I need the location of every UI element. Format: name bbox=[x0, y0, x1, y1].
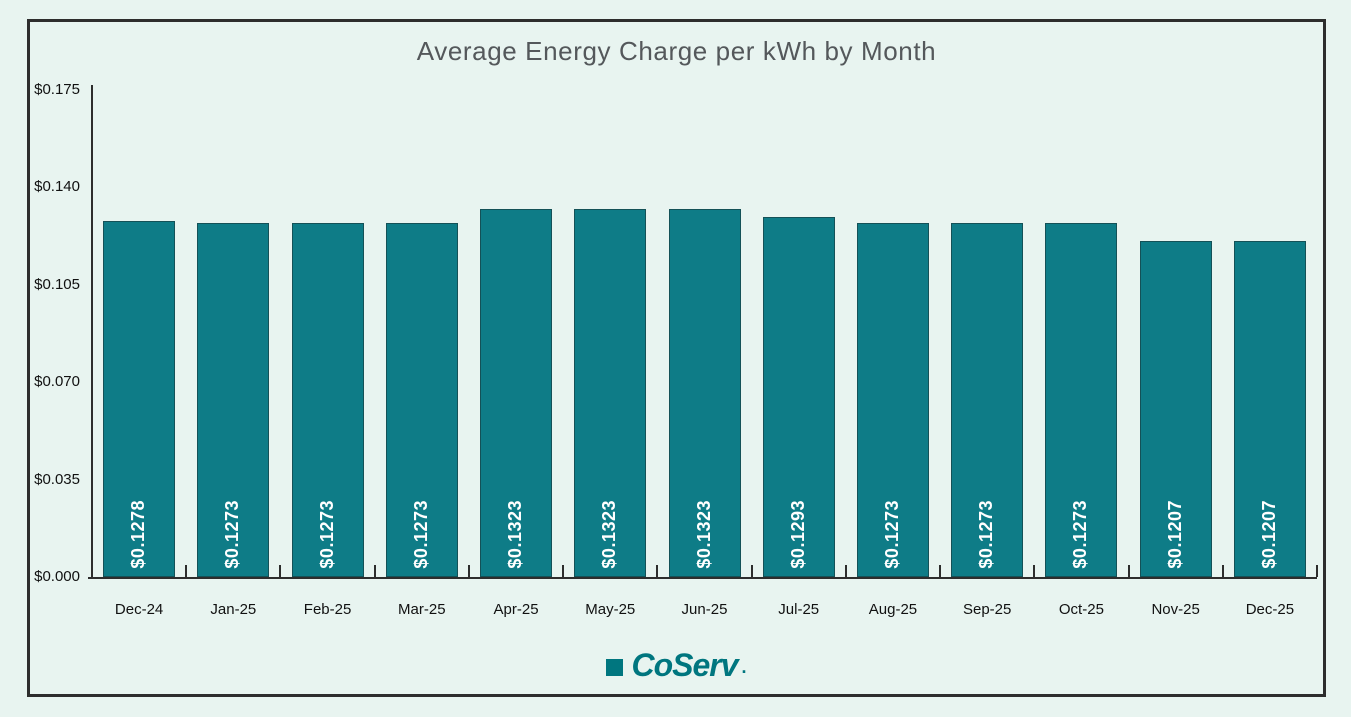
x-tick-label: Aug-25 bbox=[868, 601, 918, 618]
bar-value-label: $0.1273 bbox=[976, 500, 997, 569]
bar bbox=[762, 217, 835, 577]
x-tick-label: Feb-25 bbox=[303, 601, 352, 618]
y-tick-label: $0.140 bbox=[34, 178, 80, 196]
x-tick-label: Oct-25 bbox=[1058, 601, 1104, 618]
bar bbox=[1233, 241, 1306, 577]
bar bbox=[385, 222, 458, 577]
axis-tick bbox=[939, 565, 942, 577]
bar-value-label: $0.1273 bbox=[316, 500, 337, 569]
x-tick-label: Apr-25 bbox=[493, 601, 539, 618]
bar-value-label: $0.1323 bbox=[505, 500, 526, 569]
logo-wordmark: CoServ bbox=[631, 647, 738, 683]
x-tick-label: Dec-24 bbox=[114, 601, 164, 618]
y-tick-label: $0.000 bbox=[34, 568, 80, 585]
axis-tick bbox=[91, 565, 93, 577]
bar-value-label: $0.1273 bbox=[881, 500, 902, 569]
bar bbox=[856, 222, 929, 577]
axis-tick bbox=[750, 565, 753, 577]
chart-title: Average Energy Charge per kWh by Month bbox=[416, 36, 937, 66]
bar bbox=[291, 222, 364, 577]
axis-tick bbox=[844, 565, 847, 577]
coserv-logo: CoServ . bbox=[30, 647, 1323, 684]
bar bbox=[1139, 241, 1212, 577]
bar bbox=[480, 208, 553, 577]
x-tick-label: Mar-25 bbox=[398, 601, 446, 618]
bar bbox=[574, 208, 647, 577]
bar-value-label: $0.1278 bbox=[128, 500, 149, 569]
axis-tick bbox=[373, 565, 376, 577]
y-tick-label: $0.175 bbox=[34, 81, 80, 98]
logo-square-icon bbox=[606, 659, 624, 676]
y-tick-label: $0.035 bbox=[34, 470, 80, 488]
x-tick-label: May-25 bbox=[585, 601, 636, 618]
bar bbox=[668, 208, 741, 577]
x-tick-label: Jun-25 bbox=[681, 601, 728, 618]
bar-value-label: $0.1207 bbox=[1164, 500, 1185, 569]
x-tick-label: Sep-25 bbox=[962, 601, 1012, 618]
y-axis-line bbox=[91, 85, 93, 577]
axis-tick bbox=[562, 565, 565, 577]
x-tick-label: Dec-25 bbox=[1245, 601, 1295, 618]
bar-value-label: $0.1207 bbox=[1258, 500, 1279, 569]
axis-tick bbox=[1221, 565, 1224, 577]
bar-value-label: $0.1323 bbox=[599, 500, 620, 569]
logo-trademark-dot: . bbox=[741, 657, 747, 677]
bar-value-label: $0.1273 bbox=[410, 500, 431, 569]
bar bbox=[1045, 222, 1118, 577]
x-axis-line bbox=[88, 577, 1317, 579]
y-tick-label: $0.105 bbox=[34, 275, 80, 293]
bar bbox=[951, 222, 1024, 577]
chart-frame: Average Energy Charge per kWh by Month $… bbox=[27, 19, 1326, 697]
bar-value-label: $0.1293 bbox=[787, 500, 808, 569]
axis-tick bbox=[185, 565, 188, 577]
axis-tick bbox=[1127, 565, 1130, 577]
y-tick-label: $0.070 bbox=[34, 373, 80, 391]
x-tick-label: Jul-25 bbox=[778, 601, 820, 618]
bar-value-label: $0.1273 bbox=[1070, 500, 1091, 569]
axis-tick bbox=[467, 565, 470, 577]
axis-tick bbox=[1033, 565, 1036, 577]
axis-tick bbox=[656, 565, 659, 577]
x-tick-label: Nov-25 bbox=[1151, 601, 1200, 618]
axis-tick bbox=[279, 565, 282, 577]
bar-value-label: $0.1323 bbox=[693, 500, 714, 569]
bar-value-label: $0.1273 bbox=[222, 500, 243, 569]
bar bbox=[103, 221, 176, 577]
plot-area: $0.175 $0.140 $0.105 $0.070 $0.035 $0.000 $0.1… bbox=[30, 22, 1323, 694]
bar bbox=[197, 222, 270, 577]
axis-tick bbox=[1316, 565, 1318, 577]
x-tick-label: Jan-25 bbox=[210, 601, 257, 618]
